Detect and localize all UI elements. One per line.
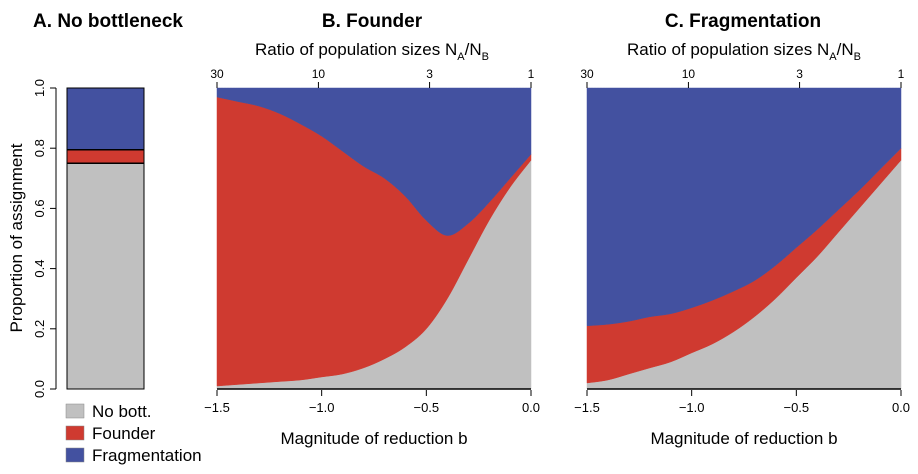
panel-c-x-axis: Magnitude of reduction b −1.5 −1.0 −0.5 0.0 — [574, 390, 910, 448]
area-fragmentation — [216, 87, 532, 236]
panel-b-top-axis-label: Ratio of population sizes NA/NB — [255, 40, 489, 63]
y-tick-label: 1.0 — [32, 79, 47, 97]
x-tick-label: 0.0 — [892, 400, 910, 415]
legend-swatch — [65, 425, 85, 441]
panel-c-title: C. Fragmentation — [665, 11, 821, 32]
y-tick-label: 0.2 — [32, 320, 47, 338]
panel-c-x-axis-label: Magnitude of reduction b — [650, 429, 837, 448]
panel-b-x-axis-label: Magnitude of reduction b — [280, 429, 467, 448]
legend-label: No bott. — [92, 402, 152, 421]
x-tick-label: −0.5 — [783, 400, 809, 415]
panel-c-areas — [586, 87, 902, 390]
panel-a-plot: 0.0 0.2 0.4 0.6 0.8 1.0 — [32, 79, 145, 398]
bar-segment-no-bott — [67, 163, 144, 389]
y-axis-label: Proportion of assignment — [7, 143, 26, 332]
x-tick-label: 0.0 — [522, 400, 540, 415]
panel-c-top-axis: Ratio of population sizes NA/NB 30 10 3 1 — [580, 40, 905, 88]
y-tick-label: 0.4 — [32, 260, 47, 278]
legend-swatch — [65, 447, 85, 463]
bar-segment-fragmentation — [67, 88, 144, 150]
bar-frame — [66, 87, 145, 390]
y-tick-label: 0.6 — [32, 199, 47, 217]
top-tick-label: 3 — [426, 67, 433, 81]
x-tick-label: −0.5 — [413, 400, 439, 415]
panel-c-plot: Ratio of population sizes NA/NB 30 10 3 1 M… — [574, 40, 910, 448]
top-tick-label: 30 — [210, 67, 224, 81]
y-tick-label: 0.0 — [32, 380, 47, 398]
top-tick-label: 1 — [898, 67, 905, 81]
panel-a-title: A. No bottleneck — [33, 11, 183, 32]
x-tick-label: −1.5 — [574, 400, 600, 415]
panel-c-top-axis-label: Ratio of population sizes NA/NB — [627, 40, 861, 63]
legend-swatch — [65, 403, 85, 419]
legend-label: Founder — [92, 424, 156, 443]
panel-a-bar — [66, 87, 145, 390]
top-tick-label: 30 — [580, 67, 594, 81]
x-tick-label: −1.0 — [309, 400, 335, 415]
panel-b-x-axis: Magnitude of reduction b −1.5 −1.0 −0.5 0.0 — [204, 390, 540, 448]
legend-label: Fragmentation — [92, 446, 202, 465]
panel-b-plot: Ratio of population sizes NA/NB 30 10 3 1 M… — [204, 40, 540, 448]
top-tick-label: 10 — [312, 67, 326, 81]
x-tick-label: −1.0 — [679, 400, 705, 415]
panel-b-top-axis: Ratio of population sizes NA/NB 30 10 3 1 — [210, 40, 535, 88]
x-tick-label: −1.5 — [204, 400, 230, 415]
top-tick-label: 1 — [528, 67, 535, 81]
panel-b-areas — [216, 87, 532, 390]
legend: No bott. Founder Fragmentation — [65, 402, 202, 465]
bar-segment-founder — [67, 149, 144, 164]
y-axis: 0.0 0.2 0.4 0.6 0.8 1.0 — [32, 79, 57, 398]
panel-b-title: B. Founder — [322, 11, 423, 32]
y-tick-label: 0.8 — [32, 139, 47, 157]
top-tick-label: 10 — [682, 67, 696, 81]
top-tick-label: 3 — [796, 67, 803, 81]
area-fragmentation — [586, 87, 902, 327]
